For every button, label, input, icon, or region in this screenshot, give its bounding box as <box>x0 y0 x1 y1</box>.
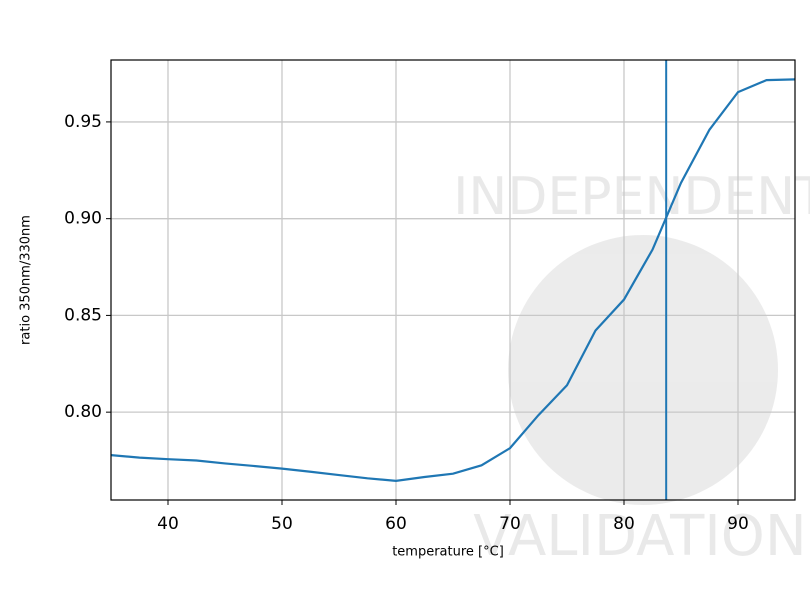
watermark-top: INDEPENDENT <box>453 167 810 227</box>
watermark-circle <box>508 235 778 505</box>
x-tick-label: 80 <box>613 514 635 534</box>
y-tick-label: 0.90 <box>64 209 102 229</box>
x-tick-label: 70 <box>499 514 521 534</box>
x-tick-label: 50 <box>271 514 293 534</box>
x-tick-label: 60 <box>385 514 407 534</box>
y-tick-label: 0.95 <box>64 112 102 132</box>
y-tick-label: 0.80 <box>64 402 102 422</box>
data-line <box>110 78 796 482</box>
y-tick-label: 0.85 <box>64 305 102 325</box>
x-axis-label: temperature [°C] <box>392 545 504 560</box>
y-axis-label: ratio 350nm/330nm <box>19 215 34 345</box>
plot-frame <box>110 59 796 501</box>
x-tick-label: 40 <box>157 514 179 534</box>
watermark: INDEPENDENT VALIDATION <box>453 167 810 569</box>
x-tick-label: 90 <box>727 514 749 534</box>
watermark-bottom: VALIDATION <box>473 504 807 569</box>
